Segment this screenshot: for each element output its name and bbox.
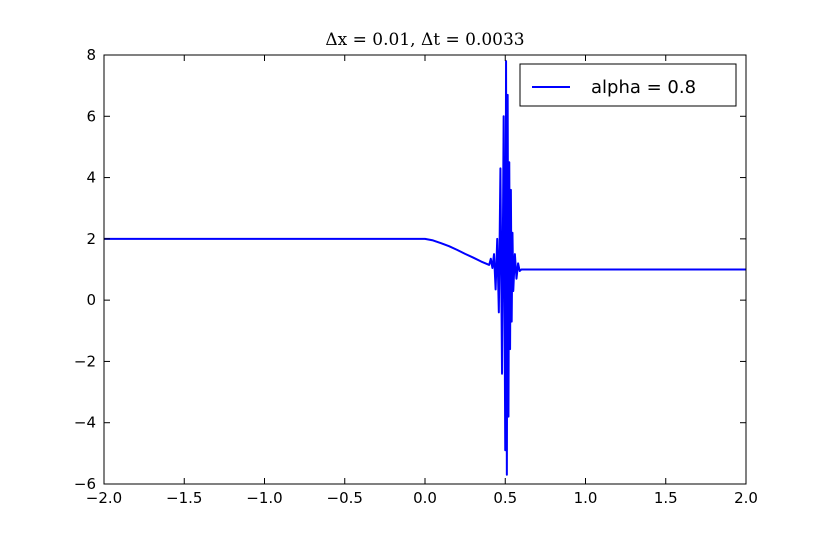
y-tick-label: 6	[86, 107, 96, 125]
y-tick-label: 2	[86, 230, 96, 248]
plot-area	[104, 60, 746, 476]
x-tick-label: −1.5	[166, 489, 202, 507]
y-tick-label: −2	[74, 352, 96, 370]
x-tick-label: −1.0	[246, 489, 282, 507]
series-line-0	[104, 60, 746, 476]
x-tick-label: 0.5	[493, 489, 517, 507]
axes: −2.0 −1.5 −1.0 −0.5 0.0 0.5 1.0 1.5 2.0 −6 −4 −2 0 2 4…	[74, 46, 758, 507]
y-tick-label: 4	[86, 169, 96, 187]
x-tick-label: 0.0	[413, 489, 437, 507]
y-tick-label: 8	[86, 46, 96, 64]
x-tick-label: 1.0	[574, 489, 598, 507]
legend: alpha = 0.8	[519, 63, 737, 107]
x-tick-label: 1.5	[654, 489, 678, 507]
x-tick-label: −0.5	[327, 489, 363, 507]
y-tick-label: 0	[86, 291, 96, 309]
chart-title: Δx = 0.01, Δt = 0.0033	[325, 30, 524, 50]
x-tick-label: 2.0	[734, 489, 758, 507]
x-tick-label: −2.0	[86, 489, 122, 507]
legend-label: alpha = 0.8	[591, 77, 696, 98]
y-tick-label: −4	[74, 414, 96, 432]
legend-box	[519, 63, 737, 107]
y-tick-label: −6	[74, 475, 96, 493]
